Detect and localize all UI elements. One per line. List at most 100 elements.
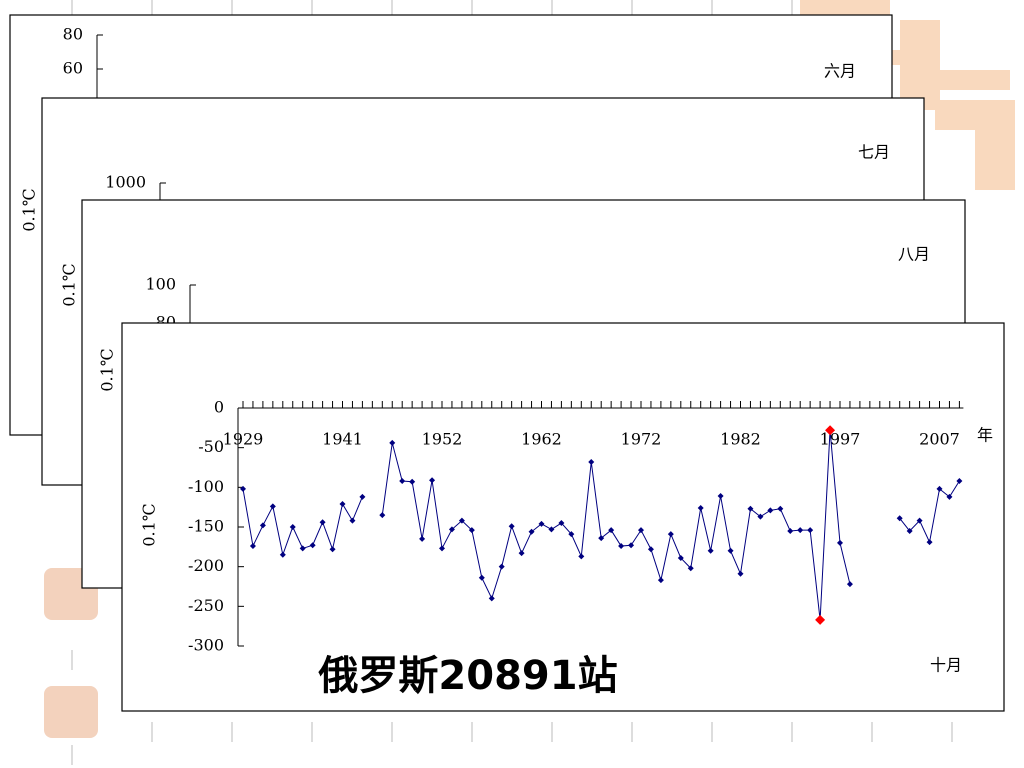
data-marker [399,477,406,484]
y-tick-label: 80 [63,25,83,44]
data-marker [279,551,286,558]
y-tick-label: 0 [214,398,224,417]
panel-title: 六月 [824,62,856,81]
data-marker [429,477,436,484]
data-marker [628,542,635,549]
highlight-marker [825,425,836,436]
data-marker [697,504,704,511]
data-marker [896,515,903,522]
y-tick-label: -200 [188,556,224,575]
highlight-marker [815,614,826,625]
data-marker [946,493,953,500]
y-axis-label: 0.1℃ [20,188,39,231]
station-title: 俄罗斯20891站 [317,653,617,699]
data-marker [926,539,933,546]
data-marker [906,527,913,534]
x-tick-label: 2007 [919,430,960,449]
data-marker [677,554,684,561]
data-marker [498,563,505,570]
y-tick-label: 1000 [105,173,146,192]
y-tick-label: -250 [188,596,224,615]
data-marker [807,527,814,534]
data-marker [916,517,923,524]
x-tick-label: 1962 [521,430,562,449]
data-marker [568,531,575,538]
data-marker [588,458,595,465]
data-marker [359,493,366,500]
data-marker [448,526,455,533]
data-marker [319,519,326,526]
panel-frame [121,322,1005,712]
data-marker [389,439,396,446]
y-tick-label: 60 [63,59,83,78]
data-marker [717,493,724,500]
data-marker [846,581,853,588]
data-marker [956,477,963,484]
x-tick-label: 1982 [720,430,761,449]
data-marker [518,550,525,557]
data-marker [797,527,804,534]
data-marker [419,535,426,542]
x-tick-label: 1929 [223,430,264,449]
data-marker [269,503,276,510]
y-axis-label: 0.1℃ [140,503,159,546]
panel-title: 七月 [858,143,890,162]
data-marker [638,527,644,534]
data-marker [289,524,296,530]
data-marker [747,505,754,512]
data-marker [657,577,664,584]
data-marker [538,520,545,527]
chart-panel: 0 -50 -100 -150 -200 -250 -300 十月 0.1℃ 1929 1941 19… [121,322,1005,712]
data-marker [737,570,744,577]
data-marker [468,527,475,534]
data-marker [767,507,774,514]
data-marker [439,545,445,552]
data-marker [528,528,535,535]
data-marker [478,574,485,581]
data-marker [379,512,386,519]
y-tick-label: 100 [145,275,176,294]
data-marker [488,595,495,602]
data-marker [757,513,764,520]
data-marker [936,485,943,492]
y-tick-label: -300 [188,636,224,655]
data-marker [339,500,346,507]
data-marker [240,485,246,492]
data-marker [787,527,794,534]
panel-title: 八月 [898,245,930,264]
data-marker [409,478,416,485]
data-marker [727,547,734,554]
data-marker [548,526,555,533]
panel-title: 十月 [930,656,962,675]
data-marker [647,546,654,553]
data-marker [558,520,565,527]
data-marker [458,517,465,524]
x-tick-label: 1997 [820,430,861,449]
data-marker [667,531,674,538]
data-marker [707,547,714,554]
data-marker [578,553,585,560]
data-marker [598,535,605,542]
data-marker [259,522,266,529]
data-marker [508,523,515,530]
x-axis-label: 年 [977,426,993,445]
data-marker [349,517,356,524]
data-marker [329,546,336,553]
x-tick-label: 1941 [322,430,363,449]
data-marker [608,527,615,534]
y-tick-label: -50 [198,437,224,456]
y-tick-label: -100 [188,477,224,496]
data-marker [837,539,843,546]
data-marker [618,543,625,550]
x-tick-label: 1952 [422,430,463,449]
y-axis-label: 0.1℃ [60,263,79,306]
data-marker [687,565,694,572]
data-marker [777,505,784,512]
y-tick-label: -150 [188,517,224,536]
data-marker [299,545,306,552]
data-marker [249,543,256,550]
data-marker [309,542,316,549]
y-axis-label: 0.1℃ [98,348,117,391]
